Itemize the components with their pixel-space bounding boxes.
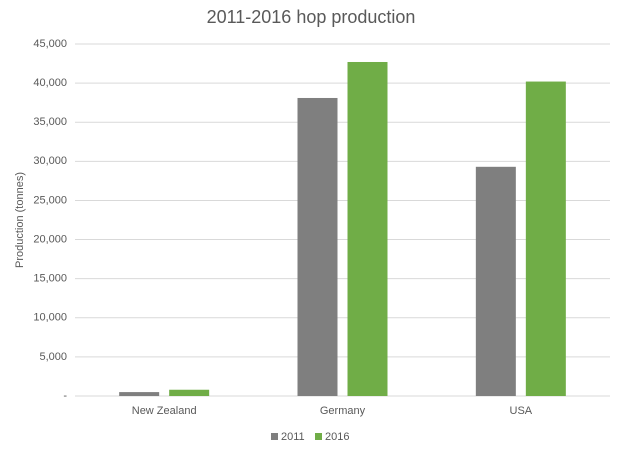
legend-swatch [315, 433, 322, 440]
bar [297, 97, 338, 397]
chart-title: 2011-2016 hop production [207, 7, 416, 27]
y-tick-label: 5,000 [39, 351, 67, 363]
bar [169, 389, 210, 396]
y-tick-label: 35,000 [33, 116, 67, 128]
bar [347, 61, 388, 396]
y-tick-label: 20,000 [33, 233, 67, 245]
y-axis-label: Production (tonnes) [14, 172, 26, 268]
legend-label: 2011 [281, 431, 305, 443]
y-tick-label: 10,000 [33, 312, 67, 324]
x-tick-label: New Zealand [132, 405, 197, 417]
y-tick-label: 45,000 [33, 38, 67, 50]
legend-swatch [271, 433, 278, 440]
bar [475, 166, 516, 396]
x-tick-label: USA [510, 405, 533, 417]
y-tick-label: - [63, 390, 67, 402]
y-tick-label: 30,000 [33, 155, 67, 167]
y-tick-label: 15,000 [33, 273, 67, 285]
y-tick-label: 25,000 [33, 194, 67, 206]
y-tick-label: 40,000 [33, 77, 67, 89]
bar [119, 392, 160, 396]
bar [525, 81, 566, 397]
x-tick-label: Germany [320, 405, 366, 417]
legend-label: 2016 [325, 431, 349, 443]
